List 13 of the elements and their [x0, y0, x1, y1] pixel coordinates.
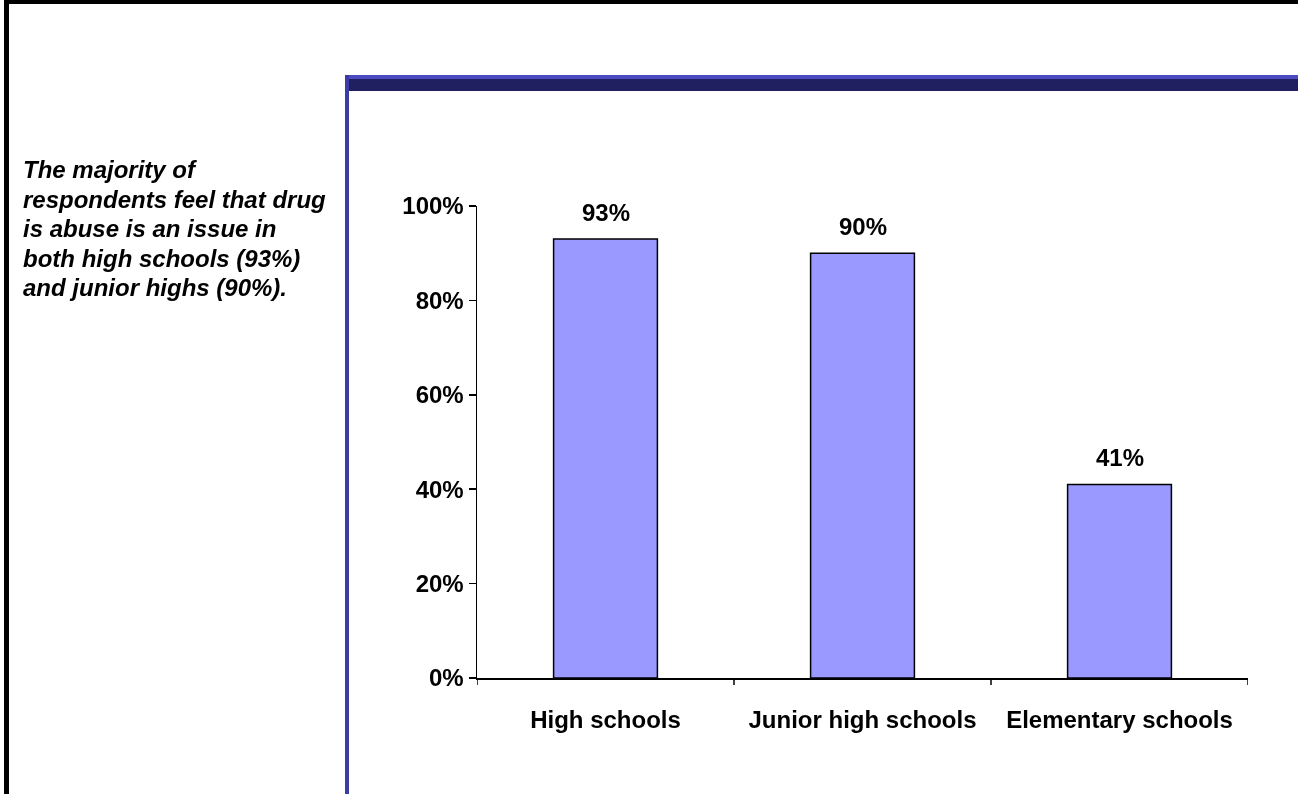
data-label: 93% [582, 199, 631, 226]
data-label: 90% [839, 213, 888, 240]
y-tick-label: 0% [429, 664, 464, 692]
y-tick-label: 20% [415, 570, 464, 597]
y-tick-label: 60% [415, 381, 464, 409]
y-tick-label: 100% [402, 192, 464, 220]
x-tick-label: High schools [530, 706, 681, 734]
x-tick-label: Elementary schools [1006, 706, 1233, 734]
text: The majority of respondents feel that drug is abuse is an issue in both high schools (93%) and junior highs (90%). [23, 155, 327, 303]
y-tick-label: 80% [415, 286, 464, 314]
data-label: 41% [1096, 444, 1145, 471]
x-tick-label: Junior high schools [748, 706, 977, 734]
y-tick-label: 40% [415, 475, 464, 503]
